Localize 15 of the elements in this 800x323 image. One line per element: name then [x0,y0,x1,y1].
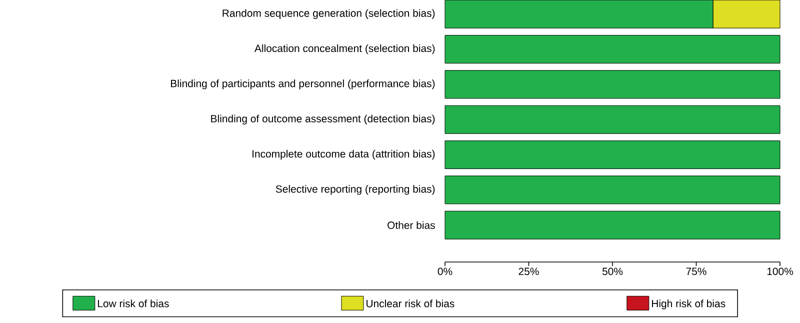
y-tick-label: Incomplete outcome data (attrition bias) [252,150,435,160]
x-tick-label: 50% [602,268,623,276]
y-tick-label: Allocation concealment (selection bias) [254,44,435,54]
x-tick-label: 25% [518,268,539,276]
x-tick-label: 100% [767,268,793,276]
legend-label: Low risk of bias [98,300,169,308]
y-tick-label: Random sequence generation (selection bias) [222,9,435,19]
y-tick-label: Blinding of participants and personnel (performance bias) [171,80,435,90]
legend-label: High risk of bias [652,300,726,310]
y-tick-label: Blinding of outcome assessment (detection bias) [211,114,435,124]
y-tick-label: Selective reporting (reporting bias) [276,185,435,195]
x-tick-label: 0% [438,268,452,276]
y-tick-label: Other bias [388,221,435,229]
legend-label: Unclear risk of bias [366,300,454,308]
x-tick-label: 75% [686,268,706,276]
